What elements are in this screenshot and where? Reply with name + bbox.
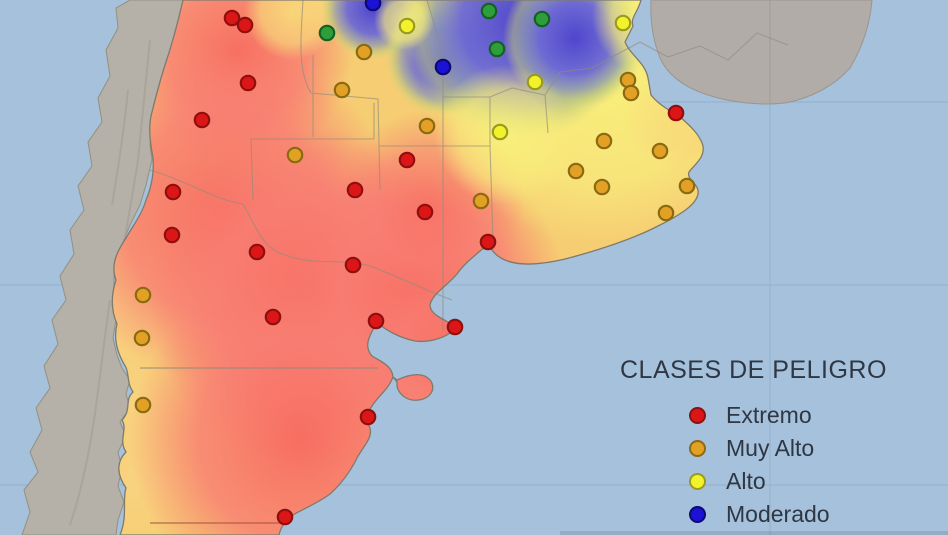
station-dot xyxy=(418,117,436,135)
station-dot xyxy=(134,286,152,304)
station-dot xyxy=(678,177,696,195)
station-dot xyxy=(398,17,416,35)
station-dots-layer xyxy=(133,0,696,526)
station-dot xyxy=(346,181,364,199)
station-dot xyxy=(491,123,509,141)
station-dot xyxy=(533,10,551,28)
station-dot xyxy=(359,408,377,426)
station-dot xyxy=(398,151,416,169)
uruguay-brazil-landmass xyxy=(650,0,873,105)
station-dot xyxy=(479,233,497,251)
station-dot xyxy=(248,243,266,261)
station-dot xyxy=(223,9,241,27)
station-dot xyxy=(614,14,632,32)
station-dot xyxy=(364,0,382,12)
station-dot xyxy=(367,312,385,330)
station-dot xyxy=(163,226,181,244)
station-dot xyxy=(446,318,464,336)
station-dot xyxy=(667,104,685,122)
station-dot xyxy=(434,58,452,76)
station-dot xyxy=(333,81,351,99)
station-dot xyxy=(593,178,611,196)
station-dot xyxy=(567,162,585,180)
station-dot xyxy=(526,73,544,91)
station-dot xyxy=(264,308,282,326)
station-dot xyxy=(133,329,151,347)
station-dot xyxy=(193,111,211,129)
station-dot xyxy=(134,396,152,414)
station-dot xyxy=(480,2,498,20)
station-dot xyxy=(355,43,373,61)
station-dot xyxy=(239,74,257,92)
station-dot xyxy=(276,508,294,526)
station-dot xyxy=(595,132,613,150)
station-dot xyxy=(236,16,254,34)
station-dot xyxy=(622,84,640,102)
station-dot xyxy=(416,203,434,221)
station-dot xyxy=(164,183,182,201)
station-dot xyxy=(286,146,304,164)
station-dot xyxy=(472,192,490,210)
station-dot xyxy=(318,24,336,42)
station-dot xyxy=(344,256,362,274)
station-dot xyxy=(488,40,506,58)
bottom-edge-shade xyxy=(560,531,948,535)
station-dot xyxy=(657,204,675,222)
station-dot xyxy=(651,142,669,160)
